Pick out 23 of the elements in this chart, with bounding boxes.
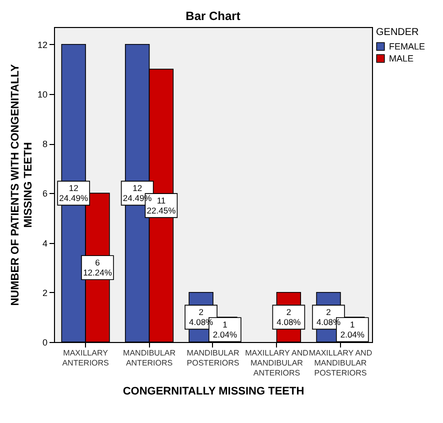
data-label: 2 4.08% [276,307,302,328]
y-tick-label: 4 [42,238,48,248]
chart-title: Bar Chart [186,9,240,23]
data-label: 6 12.24% [83,258,112,278]
x-tick-label: MAXILLARY AND MANDIBULAR ANTERIORS [245,348,309,378]
data-label: 1 2.04% [212,320,238,340]
x-tick-label: MANDIBULAR ANTERIORS [123,348,176,368]
x-tick-label: MANDIBULAR POSTERIORS [186,348,240,368]
y-tick-label: 8 [42,139,48,150]
data-label: 1 2.04% [340,320,365,340]
y-tick-label: 10 [37,89,48,100]
y-axis-title: NUMBER OF PATIENTS WITH CONGENITALLY MISSING TEETH [9,64,34,306]
legend-title: GENDER [376,27,419,38]
legend-label: MALE [389,54,414,64]
y-tick-label: 12 [37,40,48,50]
y-tick-label: 0 [42,338,48,348]
legend-label: FEMALE [389,42,426,52]
x-axis-title: CONGERNITALLY MISSING TEETH [122,386,304,398]
x-tick-label: MAXILLARY AND MANDIBULAR POSTERIORS [308,348,372,378]
data-label: 12 24.49% [59,183,88,204]
x-tick-label: MAXILLARY ANTERIORS [62,348,109,368]
y-tick-label: 6 [42,188,48,199]
y-tick-label: 2 [42,288,48,298]
